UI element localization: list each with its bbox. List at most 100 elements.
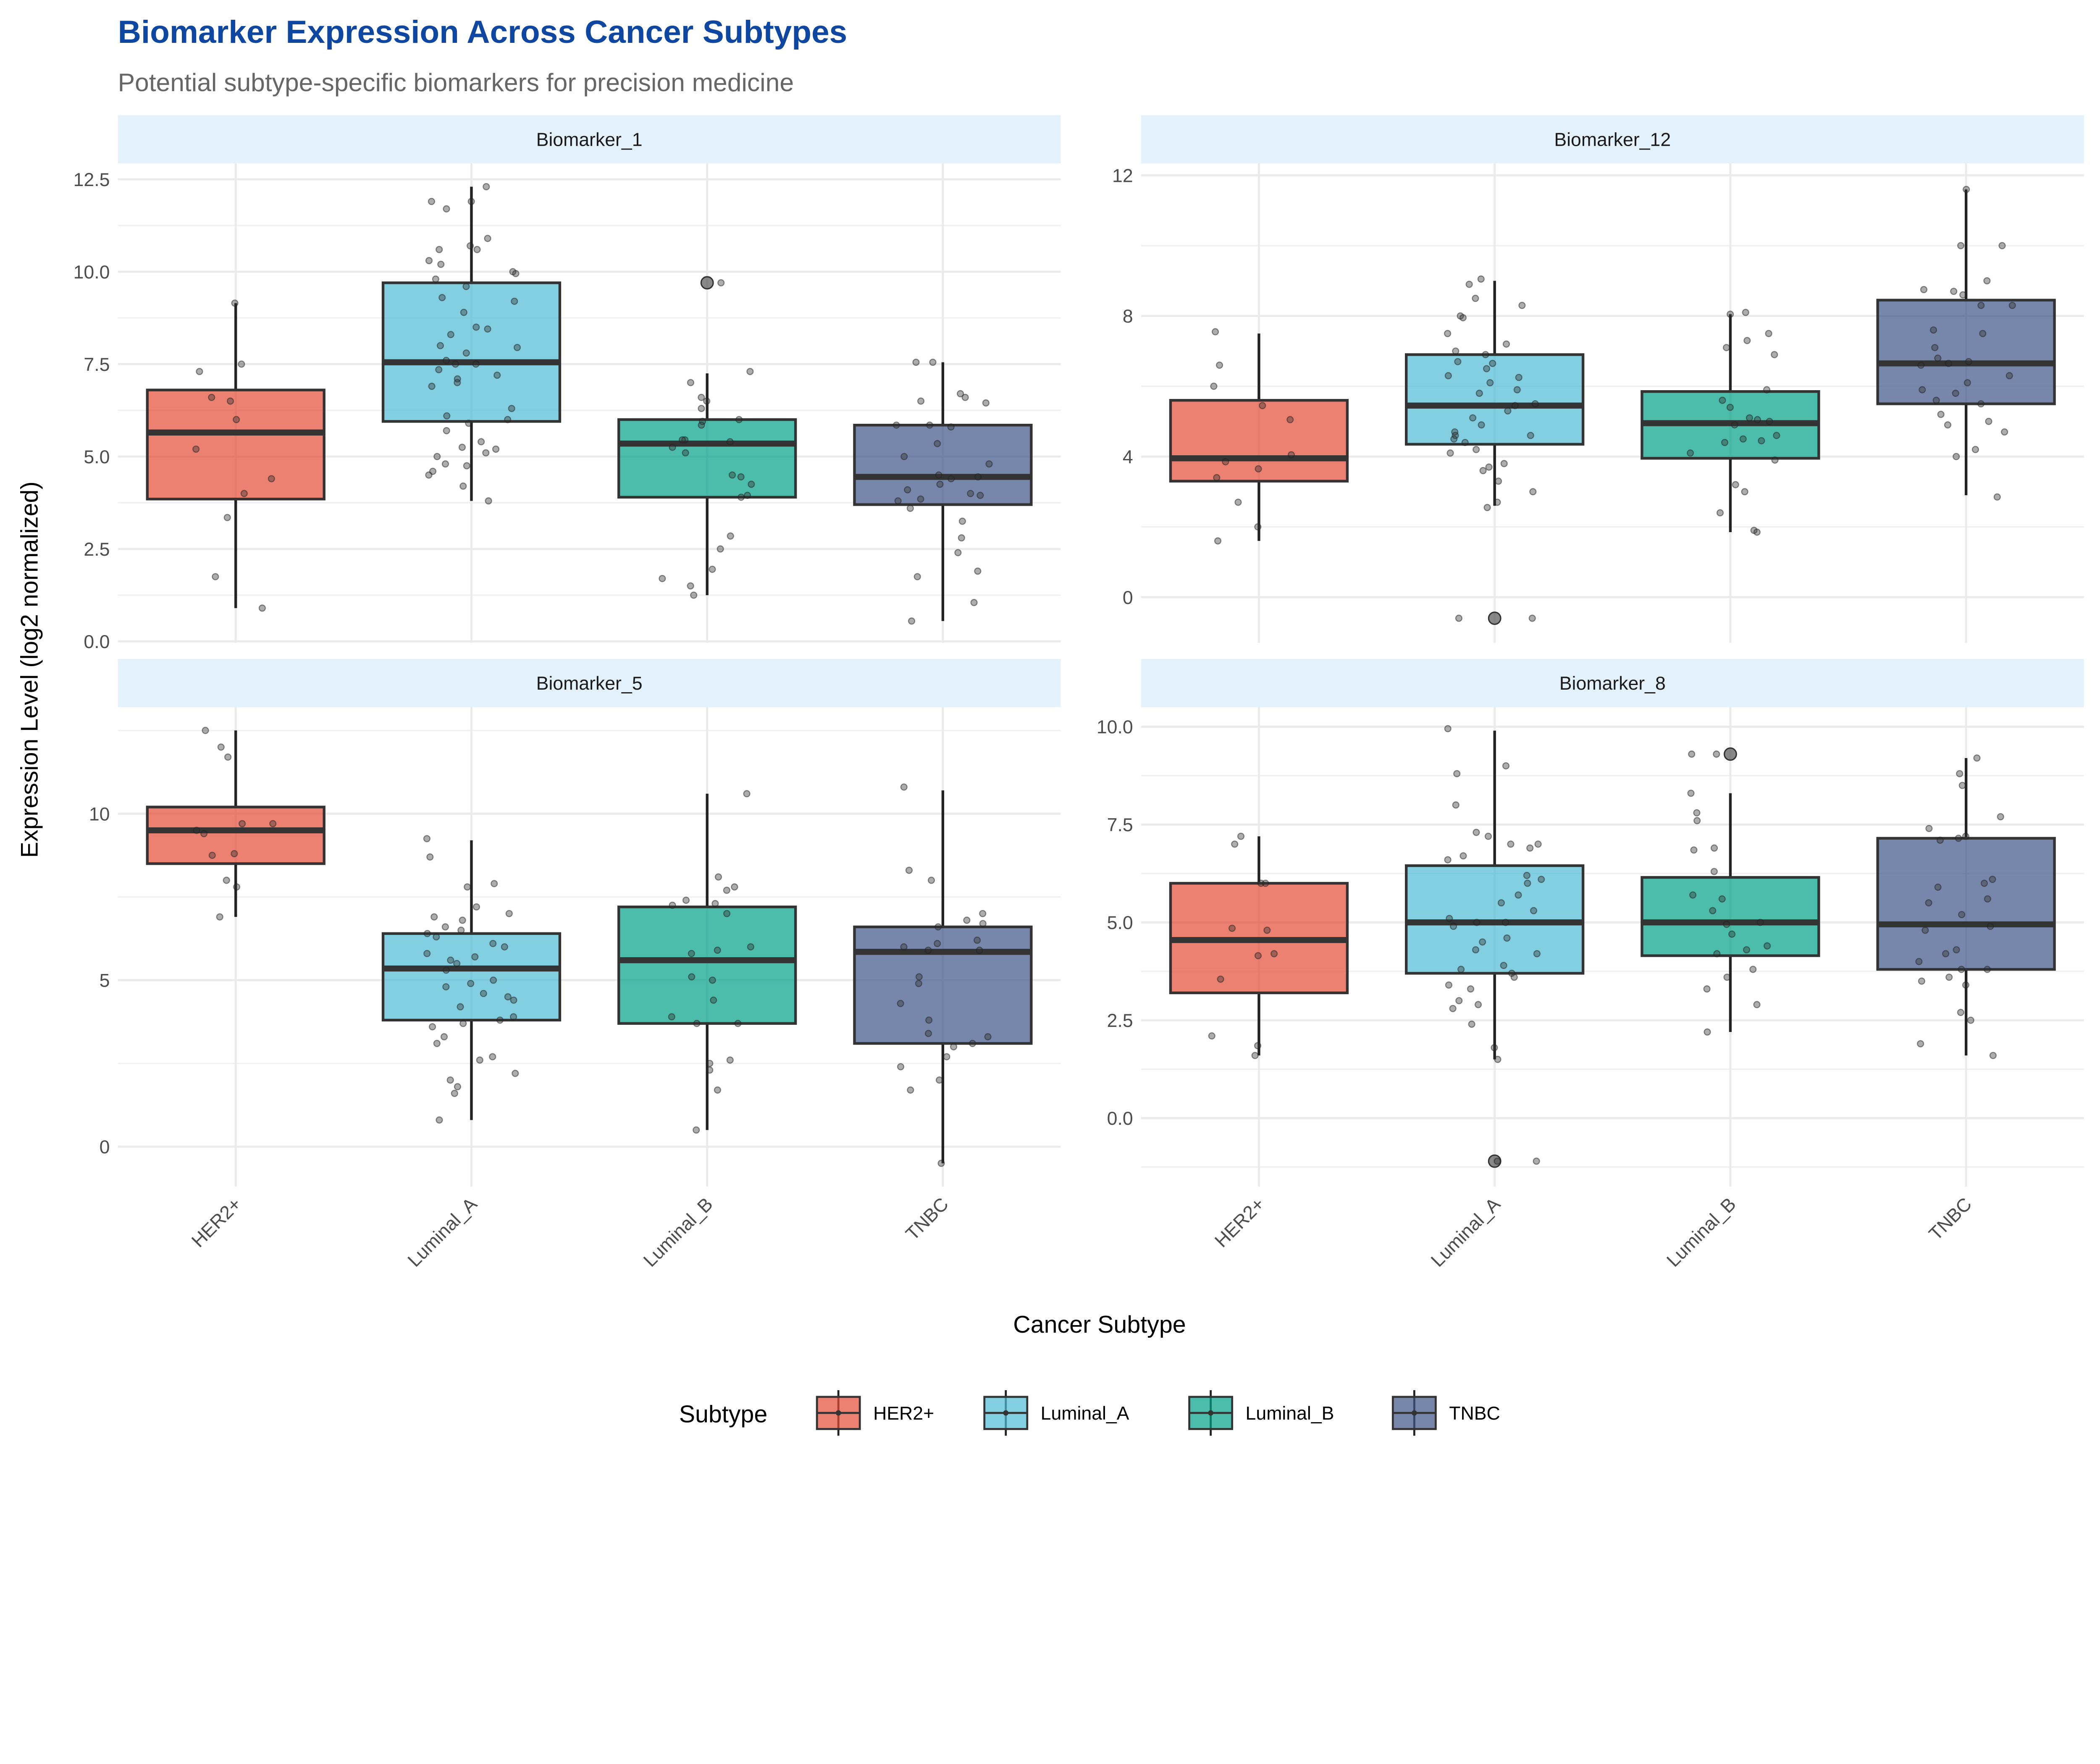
- jitter-point: [706, 1066, 714, 1074]
- jitter-point: [1964, 379, 1971, 386]
- jitter-point: [1213, 474, 1221, 481]
- jitter-point: [1482, 351, 1489, 358]
- jitter-point: [1478, 421, 1485, 429]
- jitter-point: [1693, 817, 1701, 824]
- jitter-point: [480, 990, 487, 998]
- jitter-point: [678, 436, 686, 444]
- jitter-point: [1497, 899, 1505, 907]
- jitter-point: [1234, 499, 1242, 506]
- jitter-point: [682, 449, 689, 457]
- jitter-point: [425, 471, 433, 479]
- jitter-point: [489, 940, 497, 948]
- legend-title: Subtype: [679, 1401, 768, 1428]
- jitter-point: [1208, 1032, 1215, 1040]
- jitter-point: [472, 323, 480, 331]
- background: [0, 0, 2100, 1470]
- jitter-point: [1934, 883, 1942, 891]
- jitter-point: [1763, 386, 1771, 394]
- jitter-point: [504, 416, 512, 423]
- jitter-point: [1453, 770, 1461, 777]
- jitter-point: [1485, 463, 1493, 471]
- jitter-point: [1944, 421, 1952, 429]
- jitter-point: [2001, 428, 2008, 436]
- box-tnbc: [853, 783, 1033, 1167]
- jitter-point: [1983, 277, 1991, 285]
- jitter-point: [1934, 354, 1942, 362]
- jitter-point: [467, 198, 475, 205]
- jitter-point: [508, 404, 515, 412]
- jitter-point: [269, 820, 277, 827]
- jitter-point: [925, 1016, 933, 1024]
- jitter-point: [935, 471, 942, 479]
- jitter-point: [1254, 1042, 1262, 1050]
- y-tick-label: 0: [1123, 588, 1133, 608]
- jitter-point: [926, 421, 934, 429]
- jitter-point: [905, 866, 913, 874]
- box-her2-: [1169, 328, 1349, 545]
- jitter-point: [1993, 493, 2001, 501]
- jitter-point: [433, 1040, 441, 1047]
- jitter-point: [1450, 435, 1458, 443]
- jitter-point: [1932, 396, 1940, 404]
- jitter-point: [457, 1003, 464, 1011]
- jitter-point: [709, 565, 716, 573]
- jitter-point: [985, 460, 993, 468]
- jitter-point: [698, 394, 705, 401]
- jitter-point: [1486, 379, 1494, 386]
- jitter-point: [1475, 389, 1483, 397]
- box-iqr: [146, 388, 326, 501]
- jitter-point: [963, 916, 971, 924]
- box-iqr: [617, 906, 797, 1025]
- box-tnbc: [853, 358, 1033, 625]
- jitter-point: [473, 246, 481, 253]
- jitter-point: [1977, 400, 1985, 408]
- jitter-point: [200, 830, 208, 837]
- jitter-point: [1217, 975, 1224, 983]
- legend-label: Luminal_A: [1041, 1403, 1129, 1424]
- jitter-point: [693, 1126, 700, 1134]
- jitter-point: [1710, 844, 1718, 852]
- legend-label: TNBC: [1449, 1403, 1500, 1424]
- jitter-point: [1479, 467, 1487, 475]
- jitter-point: [1270, 950, 1278, 958]
- jitter-point: [435, 366, 443, 373]
- jitter-point: [484, 325, 491, 333]
- y-tick-label: 10.0: [74, 262, 110, 283]
- box-iqr: [1641, 876, 1820, 957]
- jitter-point: [1446, 915, 1453, 922]
- y-tick-label: 0: [100, 1137, 110, 1158]
- jitter-point: [915, 980, 922, 987]
- jitter-point: [1771, 456, 1779, 464]
- y-tick-label: 12.5: [74, 170, 110, 190]
- box-her2-: [146, 299, 326, 612]
- box-luminal-a: [1405, 725, 1585, 1168]
- jitter-point: [1452, 347, 1460, 355]
- jitter-point: [1756, 919, 1764, 926]
- jitter-point: [669, 444, 676, 451]
- jitter-point: [196, 368, 203, 375]
- jitter-point: [1211, 328, 1219, 336]
- jitter-point: [1483, 365, 1491, 373]
- jitter-point: [668, 1013, 675, 1021]
- jitter-point: [734, 1020, 742, 1027]
- y-tick-label: 2.5: [1107, 1011, 1133, 1031]
- jitter-point: [482, 449, 490, 457]
- jitter-point: [425, 257, 433, 265]
- outlier-point: [1723, 747, 1737, 761]
- jitter-point: [1255, 465, 1262, 472]
- jitter-point: [447, 331, 454, 339]
- jitter-point: [1763, 942, 1771, 950]
- jitter-point: [936, 480, 944, 488]
- legend-key-point: [835, 1410, 841, 1416]
- box-her2-: [146, 727, 326, 921]
- facet-strip-label: Biomarker_5: [536, 673, 643, 694]
- jitter-point: [728, 471, 736, 479]
- y-tick-label: 0.0: [1107, 1108, 1133, 1129]
- jitter-point: [231, 299, 239, 307]
- jitter-point: [1528, 614, 1536, 622]
- jitter-point: [443, 427, 450, 435]
- facet-strip-label: Biomarker_8: [1559, 673, 1666, 694]
- jitter-point: [1726, 404, 1734, 411]
- jitter-point: [1937, 410, 1945, 418]
